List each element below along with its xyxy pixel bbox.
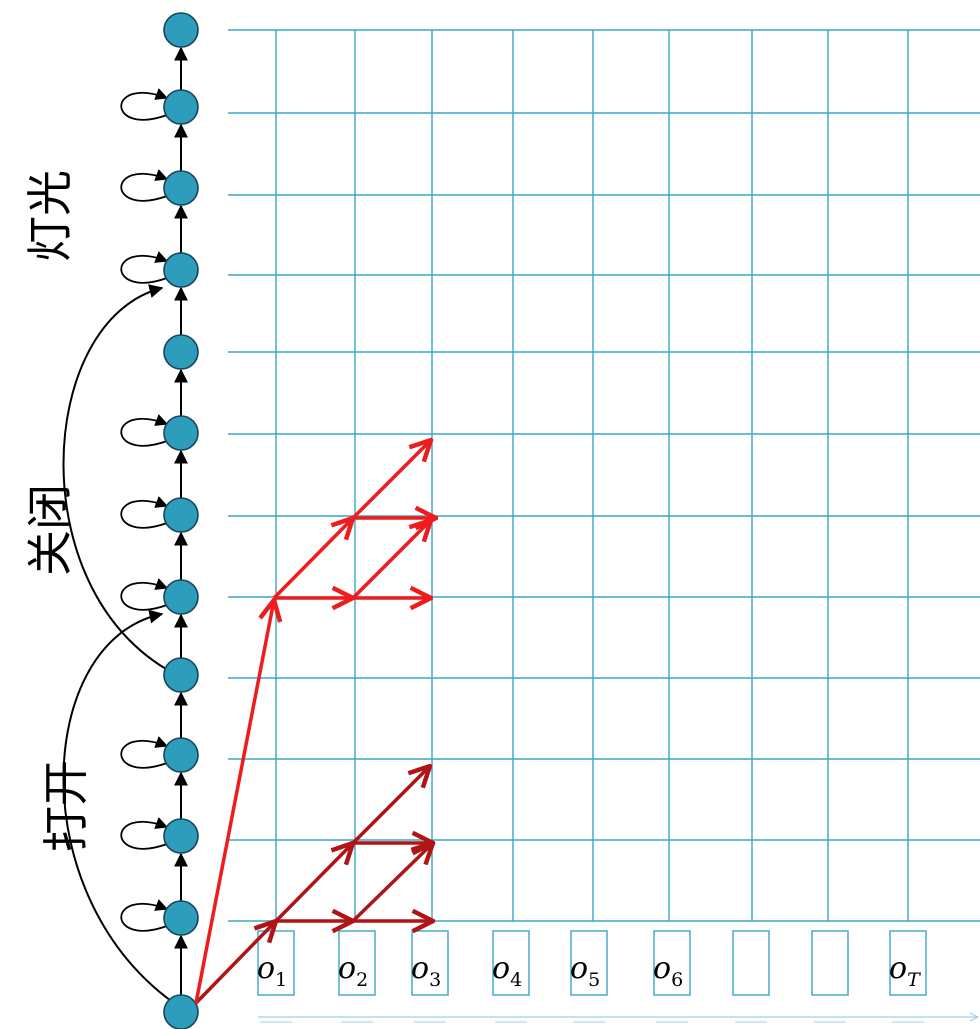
- self-loop-arrow: [120, 899, 169, 932]
- observation-label: o4: [492, 951, 522, 991]
- state-node: [163, 579, 199, 615]
- state-node: [163, 818, 199, 854]
- word-label-1: 打开: [39, 760, 93, 852]
- state-node: [163, 415, 199, 451]
- observation-frame: [811, 930, 849, 1023]
- path-dark-7: [351, 766, 430, 845]
- self-loop-arrow: [120, 251, 169, 284]
- skip-arc-1: [62, 609, 182, 1009]
- self-loops: [120, 88, 169, 932]
- observation-label: o1: [257, 951, 287, 991]
- observation-frame: [732, 930, 770, 1023]
- state-node: [163, 657, 199, 693]
- state-node: [163, 89, 199, 125]
- observation-label: oT: [889, 951, 921, 991]
- state-node: [163, 12, 199, 48]
- self-loop-arrow: [120, 817, 169, 850]
- observation-frame: o2: [338, 930, 376, 1023]
- self-loop-arrow: [120, 496, 169, 529]
- observation-frame: o6: [653, 930, 691, 1023]
- path-dark-3: [274, 843, 353, 923]
- path-red-3: [272, 518, 353, 600]
- trellis-grid: [228, 29, 980, 922]
- observation-frame: oT: [889, 930, 927, 1023]
- observation-frame: o1: [257, 930, 295, 1023]
- observation-frame: o3: [411, 930, 449, 1023]
- self-loop-arrow: [120, 414, 169, 447]
- state-nodes: [163, 12, 199, 1029]
- self-loop-arrow: [120, 736, 169, 769]
- search-paths: [194, 440, 436, 1005]
- state-node: [163, 994, 199, 1029]
- word-skip-arcs: [62, 284, 182, 1009]
- self-loop-arrow: [120, 578, 169, 611]
- observation-sequence: o1 o2 o3 o4 o5 o6 oT: [257, 930, 927, 1023]
- observation-label: o2: [338, 951, 368, 991]
- observation-frame: o5: [570, 930, 608, 1023]
- observation-label: o6: [653, 951, 683, 991]
- observation-label: o3: [411, 951, 441, 991]
- self-loop-arrow: [120, 88, 169, 121]
- self-loop-arrow: [120, 169, 169, 202]
- state-node: [163, 252, 199, 288]
- observation-frame: o4: [492, 930, 530, 1023]
- path-dark-1: [194, 921, 276, 1005]
- skip-arc-2: [62, 284, 182, 678]
- path-red-7: [351, 440, 431, 520]
- path-red-5: [351, 520, 431, 600]
- state-node: [163, 170, 199, 206]
- state-node: [163, 900, 199, 936]
- observation-label: o5: [570, 951, 600, 991]
- word-label-3: 灯光: [23, 170, 77, 262]
- word-label-2: 关闭: [23, 484, 77, 576]
- state-node: [163, 334, 199, 370]
- path-dark-5: [351, 843, 433, 923]
- state-node: [163, 497, 199, 533]
- path-red-1: [194, 600, 274, 1004]
- state-node: [163, 737, 199, 773]
